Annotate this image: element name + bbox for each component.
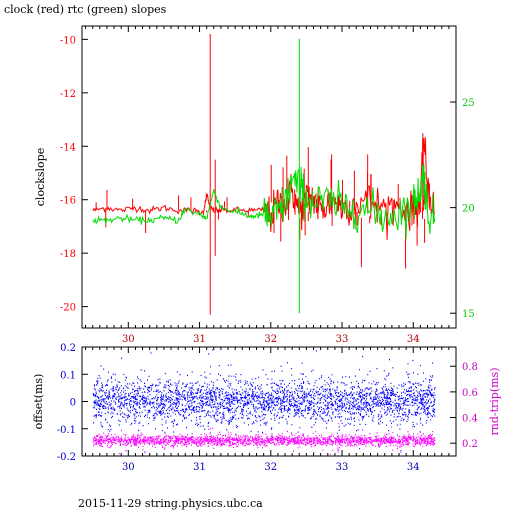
top-y-tick-label: -12 <box>60 89 76 100</box>
bottom-y-tick-label: -0.2 <box>57 452 76 463</box>
top-y-tick-label: -18 <box>60 249 76 260</box>
top-y2-tick-label: 25 <box>462 98 475 109</box>
top-x-tick-label: 34 <box>407 334 420 345</box>
bottom-y2-tick-label: 0.6 <box>462 388 478 399</box>
top-y-tick-label: -10 <box>60 35 76 46</box>
bottom-y-axis-label: offset(ms) <box>32 374 45 430</box>
top-y-tick-label: -20 <box>60 303 76 314</box>
top-x-tick-label: 32 <box>264 334 277 345</box>
top-x-tick-label: 30 <box>122 334 135 345</box>
chart-title: clock (red) rtc (green) slopes <box>4 3 167 16</box>
bottom-y2-tick-label: 0.8 <box>462 362 478 373</box>
top-y2-tick-label: 15 <box>462 309 475 320</box>
series-line-rtc <box>92 163 436 239</box>
bottom-x-tick-label: 30 <box>122 462 135 473</box>
bottom-y-tick-label: 0 <box>70 398 76 409</box>
bottom-x-tick-label: 33 <box>336 462 349 473</box>
top-x-tick-label: 33 <box>336 334 349 345</box>
top-frame <box>81 25 457 329</box>
series-line-clock <box>92 133 436 240</box>
scatter-points-rnd-trip <box>92 419 436 455</box>
bottom-x-tick-label: 32 <box>264 462 277 473</box>
bottom-y2-tick-label: 0.4 <box>462 414 478 425</box>
footer-text: 2015-11-29 string.physics.ubc.ca <box>78 497 263 510</box>
bottom-y-tick-label: 0.2 <box>60 343 76 354</box>
bottom-y-tick-label: 0.1 <box>60 370 76 381</box>
bottom-y-tick-label: -0.1 <box>57 425 76 436</box>
top-y2-tick-label: 20 <box>462 204 475 215</box>
top-y-tick-label: -16 <box>60 196 76 207</box>
scatter-points-offset <box>92 349 436 454</box>
bottom-x-tick-label: 31 <box>193 462 206 473</box>
bottom-plot: 30 31 32 33 34 0.2 0.1 0 -0.1 -0.2 0.2 0.4 0.6 0.8 off… <box>32 343 501 473</box>
top-y-tick-label: -14 <box>60 142 76 153</box>
top-x-tick-label: 31 <box>193 334 206 345</box>
bottom-y2-tick-label: 0.2 <box>462 439 478 450</box>
top-plot: 30 31 32 33 34 -10 -12 -14 -16 -18 -20 15 20 25 clocks… <box>34 25 475 345</box>
bottom-x-tick-label: 34 <box>407 462 420 473</box>
bottom-y2-axis-label: rnd-trip(ms) <box>488 368 501 436</box>
top-y-axis-label: clockslope <box>34 148 47 206</box>
